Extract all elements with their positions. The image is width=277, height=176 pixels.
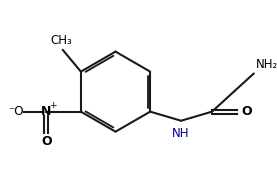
Text: O: O — [242, 105, 252, 118]
Text: NH₂: NH₂ — [256, 58, 277, 71]
Text: ⁻O: ⁻O — [8, 105, 24, 118]
Text: NH: NH — [172, 127, 190, 140]
Text: O: O — [41, 135, 52, 148]
Text: CH₃: CH₃ — [50, 34, 72, 47]
Text: N: N — [41, 105, 52, 118]
Text: +: + — [49, 101, 56, 110]
